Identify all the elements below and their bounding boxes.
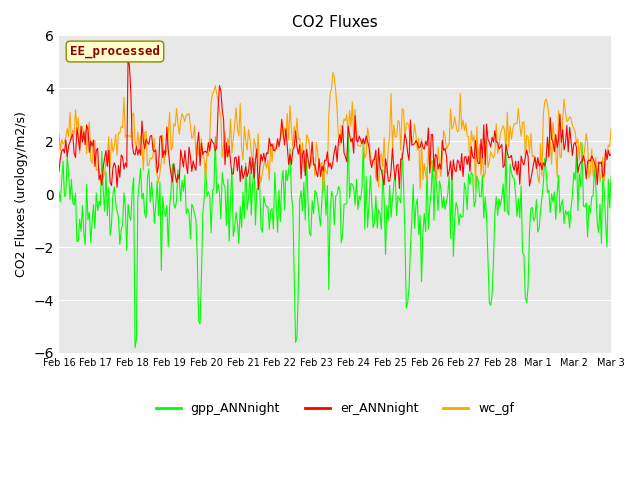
gpp_ANNnight	[275, 187, 283, 193]
wc_gf	[607, 126, 615, 132]
Y-axis label: CO2 Fluxes (urology/m2/s): CO2 Fluxes (urology/m2/s)	[15, 111, 28, 277]
Line: wc_gf: wc_gf	[59, 72, 611, 192]
er_ANNnight	[124, 51, 132, 57]
Line: gpp_ANNnight: gpp_ANNnight	[59, 131, 611, 348]
gpp_ANNnight	[405, 284, 413, 290]
gpp_ANNnight	[607, 173, 615, 179]
wc_gf	[122, 134, 129, 140]
Text: EE_processed: EE_processed	[70, 45, 160, 58]
Line: er_ANNnight: er_ANNnight	[59, 54, 611, 189]
Legend: gpp_ANNnight, er_ANNnight, wc_gf: gpp_ANNnight, er_ANNnight, wc_gf	[150, 397, 520, 420]
Title: CO2 Fluxes: CO2 Fluxes	[292, 15, 378, 30]
er_ANNnight	[55, 168, 63, 174]
er_ANNnight	[607, 151, 615, 157]
er_ANNnight	[459, 173, 467, 179]
gpp_ANNnight	[459, 214, 467, 219]
er_ANNnight	[236, 179, 244, 184]
wc_gf	[459, 117, 467, 123]
er_ANNnight	[254, 186, 262, 192]
wc_gf	[319, 189, 327, 194]
wc_gf	[456, 91, 464, 96]
er_ANNnight	[276, 136, 284, 142]
er_ANNnight	[122, 160, 129, 166]
wc_gf	[55, 131, 63, 137]
wc_gf	[274, 141, 282, 146]
gpp_ANNnight	[344, 128, 352, 134]
wc_gf	[235, 132, 243, 138]
gpp_ANNnight	[236, 204, 244, 210]
gpp_ANNnight	[131, 345, 139, 350]
gpp_ANNnight	[456, 211, 464, 217]
wc_gf	[329, 70, 337, 75]
er_ANNnight	[405, 157, 413, 163]
gpp_ANNnight	[122, 204, 129, 210]
er_ANNnight	[456, 168, 464, 173]
wc_gf	[405, 125, 413, 131]
gpp_ANNnight	[55, 189, 63, 194]
